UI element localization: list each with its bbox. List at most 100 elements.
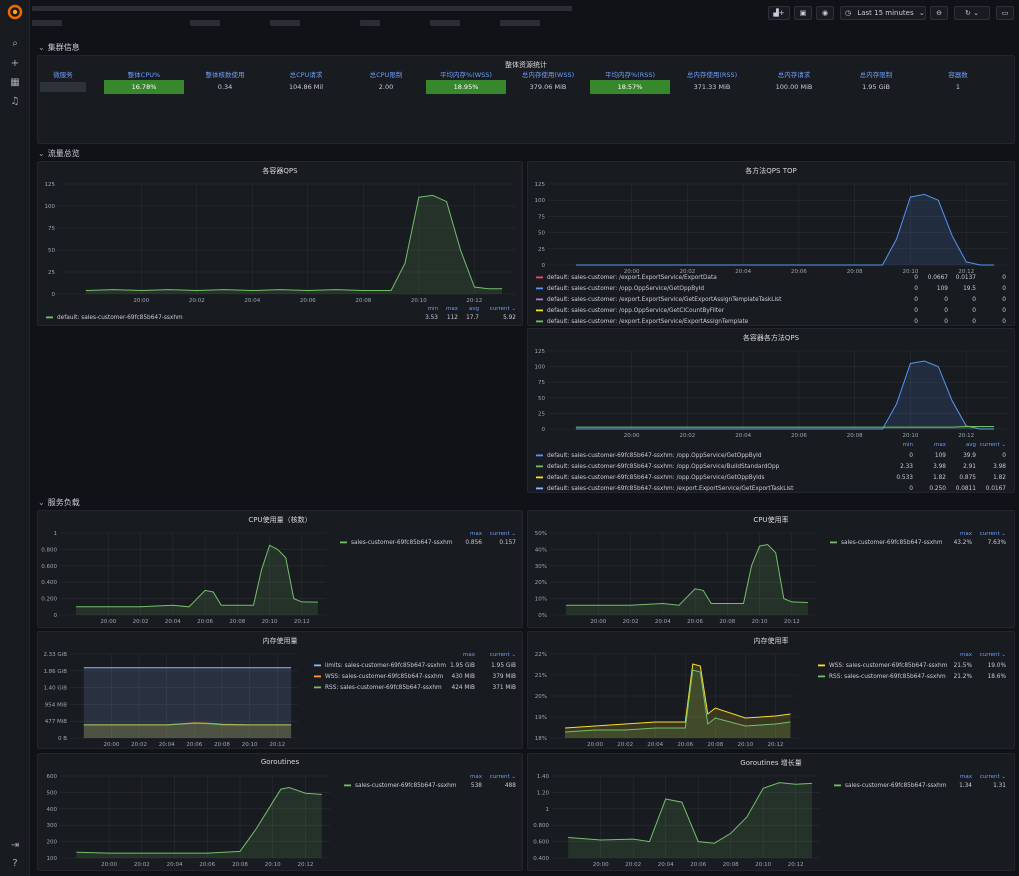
legend-value: 0: [972, 319, 976, 325]
y-tick-label: 18%: [535, 736, 547, 742]
legend-series-name: sales-customer-69fc85b647-ssxhm: [845, 783, 947, 789]
time-range-label: Last 15 minutes: [857, 9, 914, 17]
legend-value: 7.63%: [988, 540, 1007, 546]
x-tick-label: 20:02: [679, 269, 695, 275]
panel-title: CPU使用率: [753, 516, 789, 524]
cpu-rate-panel: CPU使用率 50% 40% 30% 20% 10% 0% 20:00 20:02 20:04 2…: [527, 510, 1015, 628]
x-tick-label: 20:02: [679, 433, 695, 439]
stats-header-cell[interactable]: 整体核数使用: [205, 71, 245, 79]
chevron-down-icon: ⌄: [973, 9, 979, 17]
row-header-load[interactable]: ⌄ 服务负载: [38, 497, 80, 508]
left-nav: ⌕ + ▦ ♫ ⇥ ?: [0, 0, 30, 876]
legend-value: 0: [914, 319, 918, 325]
x-tick-label: 20:00: [100, 619, 116, 625]
y-tick-label: 0.200: [41, 597, 57, 603]
y-tick-label: 600: [47, 774, 58, 780]
legend-swatch: [818, 675, 825, 678]
y-tick-label: 19%: [535, 715, 547, 721]
legend-value: 109: [935, 453, 946, 459]
panel-title: 整体资源统计: [505, 61, 547, 69]
grafana-logo-icon[interactable]: [7, 4, 23, 20]
zoom-out-icon: ⊖: [936, 9, 942, 17]
plus-icon[interactable]: +: [10, 58, 20, 69]
legend-header: current ⌄: [980, 531, 1006, 537]
legend-series-name: default: sales-customer: /export.ExportS…: [547, 275, 717, 281]
x-tick-label: 20:12: [784, 619, 800, 625]
stats-header-cell[interactable]: 总内存使用(RSS): [686, 71, 738, 79]
y-tick-label: 0.600: [533, 840, 549, 846]
stats-header-cell[interactable]: 总内存请求: [777, 71, 811, 79]
legend-series-name: WSS: sales-customer-69fc85b647-ssxhm: [829, 663, 948, 669]
time-range-picker[interactable]: ◷ Last 15 minutes ⌄: [840, 6, 926, 20]
tv-mode-button[interactable]: ▭: [996, 6, 1014, 20]
y-tick-label: 50: [48, 248, 55, 254]
legend-swatch: [536, 476, 543, 479]
stats-header-cell[interactable]: 平均内存%(WSS): [440, 71, 492, 79]
mem-usage-chart: 2.33 GiB 1.86 GiB 1.40 GiB 954 MiB 477 MiB 0 …: [43, 652, 516, 748]
top-bar: ▟+ ▣ ◉ ◷ Last 15 minutes ⌄ ⊖ ↻ ⌄ ▭: [30, 0, 1019, 28]
series-area: [83, 667, 292, 738]
stats-value-cell: 1: [955, 83, 961, 91]
monitor-icon: ▭: [1001, 9, 1009, 17]
stats-header-cell[interactable]: 总CPU请求: [289, 71, 323, 79]
stats-header-cell[interactable]: 微服务: [53, 71, 73, 79]
panel-title: CPU使用量（核数）: [248, 516, 312, 524]
stats-header-cell[interactable]: 总CPU限制: [369, 71, 403, 79]
help-icon[interactable]: ?: [12, 858, 18, 869]
refresh-icon: ↻: [965, 9, 971, 17]
series-area: [83, 722, 292, 738]
legend-value: 0: [1002, 297, 1006, 303]
legend-value: 0: [944, 319, 948, 325]
search-icon[interactable]: ⌕: [12, 38, 18, 49]
legend-value: 109: [937, 286, 948, 292]
x-tick-label: 20:00: [593, 862, 609, 868]
goroutines-growth-chart: 1.40 1.20 1 0.800 0.600 0.400 20:00 20:02 20:04 2…: [533, 774, 1006, 868]
panel-title: 各方法QPS TOP: [745, 167, 797, 175]
legend-value: 0.250: [929, 486, 946, 492]
stats-header-cell[interactable]: 平均内存%(RSS): [604, 71, 656, 79]
y-tick-label: 22%: [535, 652, 547, 658]
service-name-redacted: [40, 82, 86, 92]
y-tick-label: 477 MiB: [45, 719, 68, 725]
clock-icon: ◷: [845, 9, 852, 17]
series-area: [76, 545, 318, 615]
stats-value-cell: 18.95%: [426, 80, 506, 94]
legend-value: 0: [972, 308, 976, 314]
row-header-traffic[interactable]: ⌄ 流量总览: [38, 148, 80, 159]
legend-header: min: [903, 442, 914, 448]
x-tick-label: 20:08: [355, 298, 371, 304]
stats-header-cell[interactable]: 容器数: [948, 71, 968, 79]
legend-header: avg: [966, 442, 976, 448]
row-header-cluster[interactable]: ⌄ 集群信息: [38, 42, 80, 53]
dashboards-icon[interactable]: ▦: [10, 77, 20, 88]
y-tick-label: 1: [546, 807, 550, 813]
y-tick-label: 1.40: [537, 774, 550, 780]
alert-bell-icon[interactable]: ♫: [10, 96, 20, 107]
zoom-out-button[interactable]: ⊖: [930, 6, 948, 20]
y-tick-label: 75: [48, 226, 55, 232]
view-settings-button[interactable]: ◉: [816, 6, 834, 20]
add-panel-button[interactable]: ▟+: [768, 6, 790, 20]
legend-value: 43.2%: [954, 540, 973, 546]
series-line: [85, 194, 503, 292]
stats-header-cell[interactable]: 总内存限制: [859, 71, 893, 79]
legend-value: 2.91: [963, 464, 976, 470]
legend-value: 0.856: [465, 540, 482, 546]
x-tick-label: 20:06: [690, 862, 706, 868]
save-icon: ▣: [799, 9, 807, 17]
y-tick-label: 100: [45, 204, 56, 210]
y-tick-label: 30%: [535, 564, 547, 570]
x-tick-label: 20:06: [677, 742, 693, 748]
sign-in-icon[interactable]: ⇥: [10, 840, 20, 851]
stats-header-cell[interactable]: 整体CPU%: [127, 71, 161, 79]
legend-value: 424 MiB: [452, 685, 476, 691]
legend-header: current ⌄: [980, 652, 1006, 658]
stats-header-cell[interactable]: 总内存使用(WSS): [521, 71, 575, 79]
series-line: [564, 669, 791, 733]
legend-value: 39.9: [963, 453, 976, 459]
legend-swatch: [340, 541, 347, 544]
legend-value: 0: [1002, 319, 1006, 325]
save-dashboard-button[interactable]: ▣: [794, 6, 812, 20]
panel-title: 内存使用率: [753, 637, 789, 645]
refresh-button[interactable]: ↻ ⌄: [954, 6, 990, 20]
